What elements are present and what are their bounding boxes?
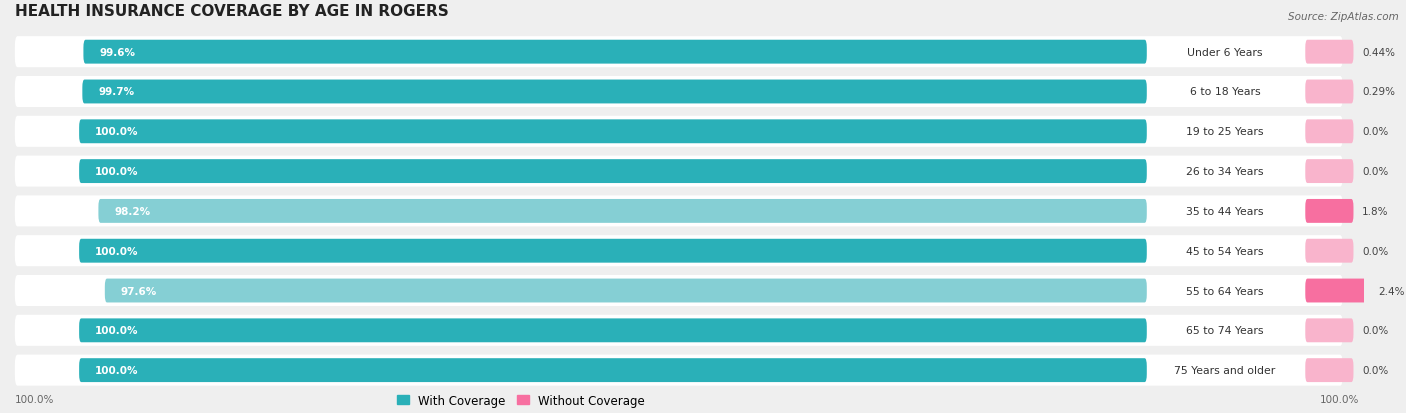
FancyBboxPatch shape [79,160,1147,184]
FancyBboxPatch shape [79,358,1147,382]
Text: 35 to 44 Years: 35 to 44 Years [1187,206,1264,216]
FancyBboxPatch shape [79,239,1147,263]
Text: Source: ZipAtlas.com: Source: ZipAtlas.com [1288,12,1399,22]
Text: 0.0%: 0.0% [1362,127,1388,137]
Text: 55 to 64 Years: 55 to 64 Years [1187,286,1264,296]
Text: 99.6%: 99.6% [100,47,135,57]
FancyBboxPatch shape [15,116,1343,147]
Text: 6 to 18 Years: 6 to 18 Years [1189,87,1260,97]
Text: 0.44%: 0.44% [1362,47,1395,57]
FancyBboxPatch shape [1305,160,1354,184]
Text: 100.0%: 100.0% [96,246,139,256]
Text: HEALTH INSURANCE COVERAGE BY AGE IN ROGERS: HEALTH INSURANCE COVERAGE BY AGE IN ROGE… [15,4,449,19]
FancyBboxPatch shape [105,279,1147,303]
FancyBboxPatch shape [15,77,1343,108]
Text: 45 to 54 Years: 45 to 54 Years [1187,246,1264,256]
Text: 0.0%: 0.0% [1362,325,1388,335]
Text: 75 Years and older: 75 Years and older [1174,365,1275,375]
Text: 0.29%: 0.29% [1362,87,1395,97]
Text: 100.0%: 100.0% [15,394,55,404]
FancyBboxPatch shape [1150,160,1301,184]
FancyBboxPatch shape [1150,199,1301,223]
Text: 100.0%: 100.0% [1319,394,1358,404]
Text: 99.7%: 99.7% [98,87,135,97]
FancyBboxPatch shape [1305,120,1354,144]
Text: 0.0%: 0.0% [1362,167,1388,177]
FancyBboxPatch shape [1150,279,1301,303]
FancyBboxPatch shape [1305,239,1354,263]
FancyBboxPatch shape [1150,81,1301,104]
FancyBboxPatch shape [83,40,1147,64]
Text: 19 to 25 Years: 19 to 25 Years [1187,127,1264,137]
FancyBboxPatch shape [15,315,1343,346]
FancyBboxPatch shape [15,355,1343,386]
FancyBboxPatch shape [15,37,1343,68]
FancyBboxPatch shape [1150,318,1301,342]
FancyBboxPatch shape [1305,40,1354,64]
FancyBboxPatch shape [1305,199,1354,223]
Text: 100.0%: 100.0% [96,365,139,375]
Text: 0.0%: 0.0% [1362,246,1388,256]
Text: 97.6%: 97.6% [121,286,157,296]
FancyBboxPatch shape [1305,318,1354,342]
Text: 65 to 74 Years: 65 to 74 Years [1187,325,1264,335]
FancyBboxPatch shape [83,81,1147,104]
Legend: With Coverage, Without Coverage: With Coverage, Without Coverage [392,389,650,411]
FancyBboxPatch shape [1150,120,1301,144]
FancyBboxPatch shape [1305,279,1369,303]
Text: 0.0%: 0.0% [1362,365,1388,375]
FancyBboxPatch shape [15,236,1343,267]
Text: 100.0%: 100.0% [96,325,139,335]
FancyBboxPatch shape [1150,239,1301,263]
FancyBboxPatch shape [1305,81,1354,104]
Text: 98.2%: 98.2% [114,206,150,216]
Text: 100.0%: 100.0% [96,167,139,177]
FancyBboxPatch shape [15,196,1343,227]
FancyBboxPatch shape [1150,358,1301,382]
FancyBboxPatch shape [79,318,1147,342]
Text: 1.8%: 1.8% [1362,206,1389,216]
FancyBboxPatch shape [15,275,1343,306]
FancyBboxPatch shape [1305,358,1354,382]
FancyBboxPatch shape [98,199,1147,223]
Text: Under 6 Years: Under 6 Years [1187,47,1263,57]
FancyBboxPatch shape [1150,40,1301,64]
FancyBboxPatch shape [15,156,1343,187]
Text: 100.0%: 100.0% [96,127,139,137]
Text: 26 to 34 Years: 26 to 34 Years [1187,167,1264,177]
Text: 2.4%: 2.4% [1378,286,1405,296]
FancyBboxPatch shape [79,120,1147,144]
